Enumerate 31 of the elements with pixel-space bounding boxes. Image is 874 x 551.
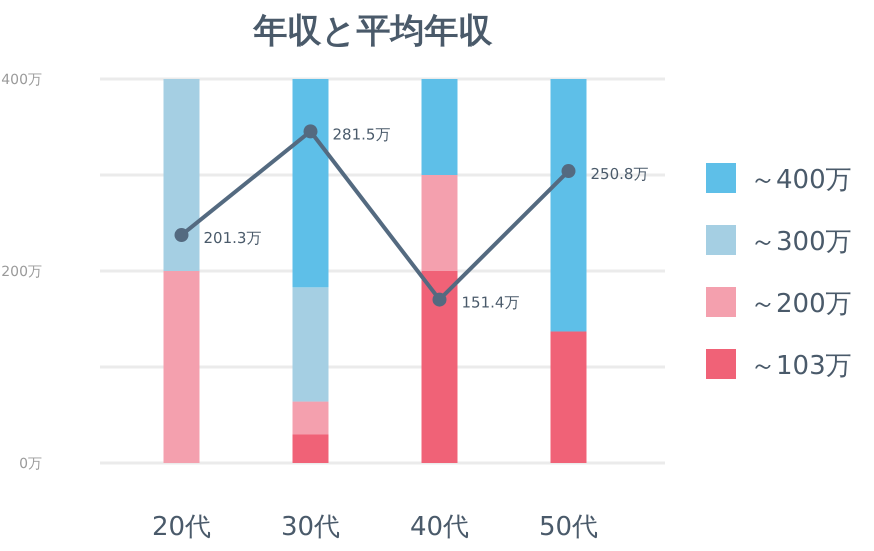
bar [550,331,586,463]
bar [550,79,586,332]
point [304,124,318,138]
x-tick-label: 30代 [280,512,340,542]
data-label: 201.3万 [204,229,262,248]
bar [164,271,200,463]
data-label: 281.5万 [332,125,390,144]
y-tick-label: 200万 [1,264,42,280]
x-tick-label: 40代 [410,512,470,542]
x-tick-label: 50代 [538,512,598,542]
bar [422,175,458,271]
bar [422,79,458,175]
bar [292,434,328,463]
chart-title: 年収と平均年収 [252,11,494,51]
point [562,164,576,178]
legend-label: ～400万 [750,165,852,195]
legend-label: ～300万 [750,227,852,257]
legend-label: ～200万 [750,289,852,319]
bar [292,287,328,402]
data-label: 250.8万 [590,165,648,184]
y-tick-label: 400万 [1,72,42,88]
y-tick-label: 0万 [19,456,42,472]
bar [422,271,458,463]
bar [164,79,200,271]
point [432,292,446,307]
point [174,228,188,242]
x-tick-label: 20代 [152,512,212,542]
bar [292,402,328,434]
legend-label: ～103万 [750,351,852,381]
bar [292,79,328,288]
data-label: 151.4万 [462,294,520,312]
